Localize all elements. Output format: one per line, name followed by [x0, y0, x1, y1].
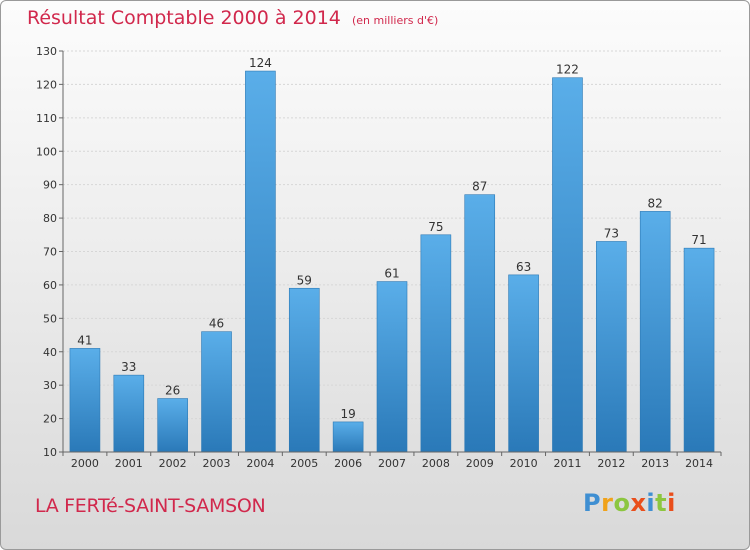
bar: [288, 287, 320, 453]
logo-letter: i: [646, 489, 656, 517]
y-tick-label: 40: [43, 346, 57, 359]
chart-title: Résultat Comptable 2000 à 2014: [27, 7, 341, 29]
bar-value-label: 82: [648, 196, 663, 210]
chart-title-block: Résultat Comptable 2000 à 2014 (en milli…: [27, 7, 438, 29]
bar: [552, 77, 583, 453]
logo-letter: P: [583, 489, 602, 517]
bar-value-label: 63: [516, 260, 531, 274]
bar-value-label: 73: [604, 226, 619, 240]
y-tick-label: 50: [43, 312, 57, 325]
y-tick-label: 80: [43, 212, 57, 225]
bar: [683, 247, 715, 453]
y-tick-label: 10: [43, 446, 57, 459]
bar-value-label: 46: [209, 317, 224, 331]
y-tick-label: 70: [43, 246, 57, 259]
x-tick-label: 2007: [378, 457, 406, 470]
x-tick-label: 2003: [203, 457, 231, 470]
x-tick-label: 2002: [159, 457, 187, 470]
bar-value-label: 71: [691, 233, 706, 247]
bar: [69, 348, 101, 453]
x-tick-label: 2005: [290, 457, 318, 470]
bar-value-label: 19: [340, 407, 355, 421]
bar-value-label: 26: [165, 384, 180, 398]
logo-letter: x: [630, 489, 647, 517]
bar-value-label: 61: [384, 267, 399, 281]
bar-value-label: 124: [249, 56, 272, 70]
bar: [157, 398, 188, 453]
x-tick-label: 2010: [510, 457, 538, 470]
proxiti-logo: Proxiti: [583, 489, 676, 517]
y-tick-label: 120: [36, 78, 57, 91]
bar-value-label: 59: [297, 273, 312, 287]
x-tick-label: 2004: [246, 457, 274, 470]
chart-subtitle: (en milliers d'€): [351, 14, 439, 27]
bar-value-label: 122: [556, 63, 579, 77]
x-tick-label: 2014: [685, 457, 713, 470]
logo-letter: r: [601, 489, 614, 517]
x-tick-label: 2008: [422, 457, 450, 470]
bar: [639, 211, 671, 453]
bar-value-label: 87: [472, 180, 487, 194]
y-tick-label: 90: [43, 179, 57, 192]
y-tick-label: 130: [36, 45, 57, 58]
bar: [113, 374, 145, 453]
x-tick-label: 2011: [553, 457, 581, 470]
bar: [201, 331, 232, 453]
x-tick-label: 2013: [641, 457, 669, 470]
logo-letter: o: [613, 489, 631, 517]
y-tick-label: 100: [36, 145, 57, 158]
bar: [376, 281, 408, 453]
x-tick-label: 2012: [597, 457, 625, 470]
bar: [508, 274, 539, 453]
bar: [332, 421, 364, 453]
logo-letter: t: [655, 489, 668, 517]
x-tick-label: 2009: [466, 457, 494, 470]
x-tick-label: 2001: [115, 457, 143, 470]
x-tick-label: 2006: [334, 457, 362, 470]
y-tick-label: 110: [36, 112, 57, 125]
bar: [596, 241, 627, 453]
location-name: LA FERTé-SAINT-SAMSON: [35, 495, 266, 517]
y-tick-label: 30: [43, 379, 57, 392]
bar: [245, 70, 276, 453]
bar-value-label: 75: [428, 220, 443, 234]
logo-letter: i: [667, 489, 676, 517]
bar-value-label: 33: [121, 360, 136, 374]
bar: [420, 234, 452, 453]
bar-value-label: 41: [77, 333, 92, 347]
x-tick-label: 2000: [71, 457, 99, 470]
y-tick-label: 20: [43, 413, 57, 426]
y-tick-label: 60: [43, 279, 57, 292]
bar: [464, 194, 496, 453]
